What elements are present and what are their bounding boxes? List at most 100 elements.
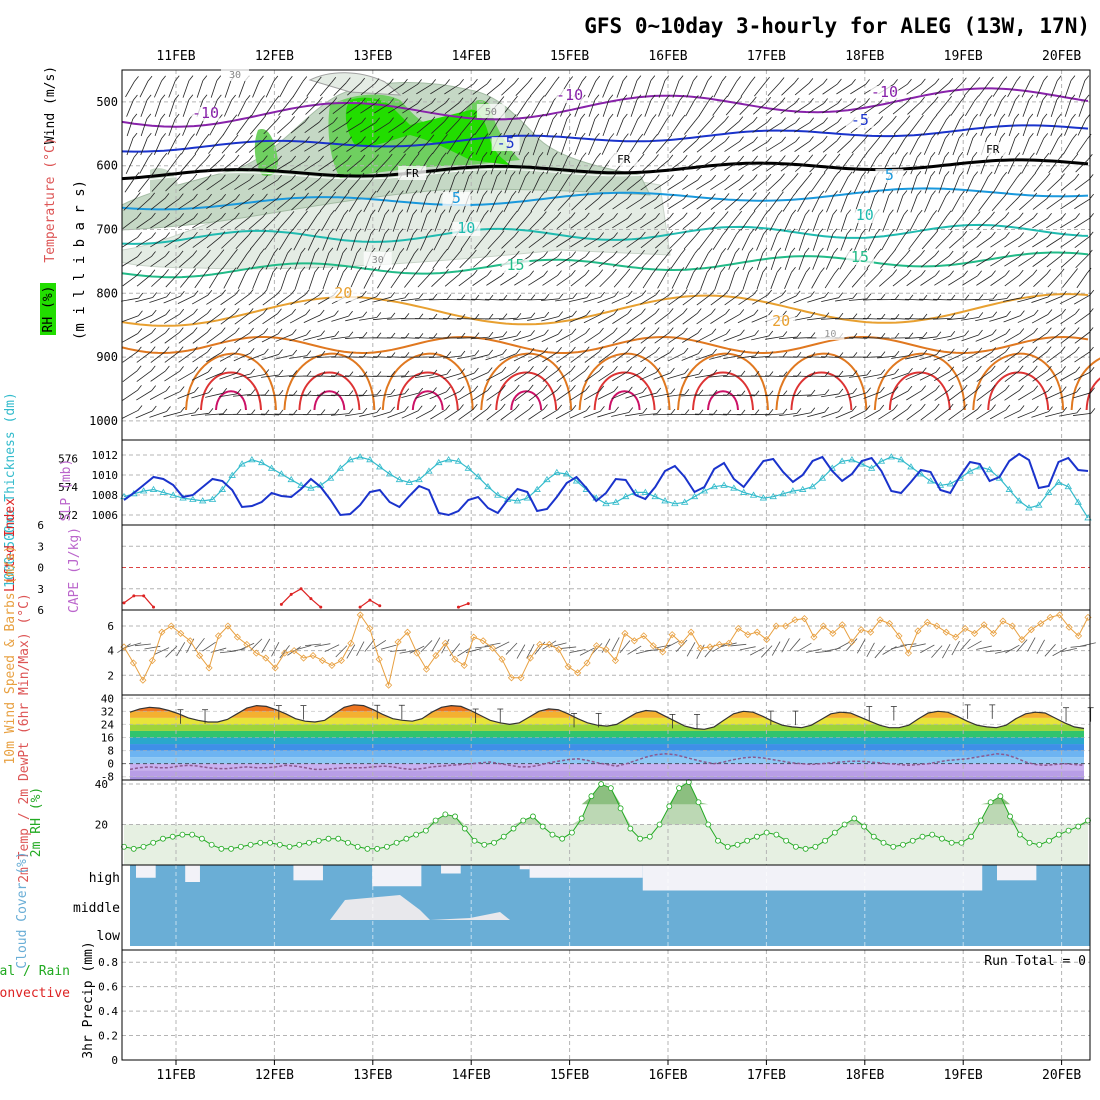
lifted-axis-label: Lifted Index xyxy=(3,498,18,592)
wind-barb xyxy=(599,273,613,288)
wind-barb xyxy=(880,254,892,269)
wind-barb-flag xyxy=(356,247,362,254)
wind-barb-flag xyxy=(920,249,925,256)
wind-barb-flag xyxy=(694,95,699,101)
wind-barb xyxy=(373,393,391,397)
wind-barb xyxy=(602,118,610,137)
wind-barb-flag xyxy=(976,384,982,391)
lifted-tick-label: 3 xyxy=(37,540,44,553)
wind-barb xyxy=(432,253,444,269)
wind-barb-flag xyxy=(219,134,224,140)
wind-barb xyxy=(275,354,293,360)
wind-barb-flag xyxy=(468,171,474,177)
wind-barb-10m xyxy=(154,647,170,655)
wind-barb-10m xyxy=(866,642,875,658)
wind-barb-flag xyxy=(262,288,268,295)
wind-barb-flag xyxy=(514,250,520,257)
wind-barb-flag xyxy=(1048,406,1053,412)
wind-barb-flag xyxy=(231,94,236,101)
wind-barb xyxy=(710,140,726,153)
wind-barb-flag xyxy=(165,250,170,257)
wind-barb-flag xyxy=(471,249,477,256)
wind-barb xyxy=(1050,118,1058,136)
wind-barb-flag xyxy=(1032,365,1038,372)
wind-barb-flag xyxy=(669,174,674,181)
wind-barb-flag xyxy=(177,153,182,159)
isotherm-label-bg xyxy=(609,152,638,166)
wind-barb-flag xyxy=(626,327,632,333)
wind-barb xyxy=(836,83,852,95)
wind-barb-flag xyxy=(1047,250,1052,257)
wind-barb-flag xyxy=(584,192,589,199)
wind-barb xyxy=(1017,296,1035,303)
wind-barb xyxy=(429,391,447,400)
wind-barb xyxy=(727,234,737,251)
wind-barb xyxy=(738,160,754,171)
wind-barb-flag xyxy=(907,385,913,392)
wind-barb xyxy=(318,178,334,192)
wind-barb-flag xyxy=(977,251,982,257)
isotherm-minus5 xyxy=(121,124,1089,153)
wind-barb xyxy=(560,118,568,137)
wind-barb-flag xyxy=(319,155,324,162)
day-label-bottom: 13FEB xyxy=(353,1068,392,1083)
wind-barb-flag xyxy=(137,385,142,391)
wind-barb xyxy=(165,178,179,192)
wind-barb-flag xyxy=(557,328,563,335)
wind-barb-flag xyxy=(207,289,213,296)
wind-barb xyxy=(1048,158,1060,174)
isotherm-label: 15 xyxy=(506,256,524,274)
wind-barb xyxy=(238,80,246,98)
wind-barb xyxy=(993,99,1003,117)
wind-barb-flag xyxy=(516,294,522,301)
wind-barb xyxy=(584,255,600,267)
wind-barb-flag xyxy=(190,133,195,140)
wind-barb-flag xyxy=(513,95,518,102)
wind-barb-flag xyxy=(417,405,423,412)
wind-barb-flag xyxy=(1020,292,1026,299)
wind-speed-point xyxy=(1027,626,1035,634)
wind-barb-flag xyxy=(248,155,254,161)
day-label-top: 13FEB xyxy=(353,49,392,64)
thickness-point xyxy=(1044,488,1053,495)
wind-barb xyxy=(1032,255,1048,267)
wind-barb xyxy=(390,272,402,289)
wind-barb-flag xyxy=(277,328,283,335)
wind-barb-flag xyxy=(164,269,169,275)
wind-speed-point xyxy=(451,655,459,663)
wind-barb xyxy=(501,235,515,249)
wind-barb xyxy=(434,214,442,232)
wind-barb xyxy=(316,375,336,377)
wind-speed-point xyxy=(725,639,733,647)
wind-barb-flag xyxy=(554,76,560,83)
wind-barb-flag xyxy=(291,174,296,181)
wind-barb-flag xyxy=(246,248,252,255)
lifted-tick-label: 3 xyxy=(37,583,44,596)
wind-barb-flag xyxy=(710,211,715,218)
wind-barb xyxy=(1073,294,1091,305)
thickness-point xyxy=(562,470,571,477)
wind-barb-flag xyxy=(174,94,180,100)
wind-barb-flag xyxy=(624,133,629,139)
wind-barb xyxy=(947,335,965,341)
wind-barb-flag xyxy=(233,248,238,255)
wind-barb-flag xyxy=(164,193,170,199)
wind-barb-flag xyxy=(404,388,410,394)
wind-barb-flag xyxy=(514,230,519,237)
rh2m-point xyxy=(627,825,634,832)
wind-barb xyxy=(388,83,404,95)
wind-barb-10m xyxy=(835,641,850,651)
wind-barb xyxy=(1032,198,1048,210)
wind-barb xyxy=(236,253,248,270)
wind-barb xyxy=(249,235,263,250)
wind-speed-point xyxy=(545,640,553,649)
temp-band xyxy=(130,750,1084,758)
wind-barb xyxy=(1060,218,1076,229)
wind-barb-flag xyxy=(221,212,226,219)
wind-barb-flag xyxy=(374,154,379,160)
wind-barb-flag xyxy=(528,384,534,391)
wind-barb xyxy=(569,297,587,302)
wind-barb-flag xyxy=(782,351,788,358)
wind-barb-flag xyxy=(1047,212,1052,219)
pressure-tick-label: 500 xyxy=(96,95,118,109)
